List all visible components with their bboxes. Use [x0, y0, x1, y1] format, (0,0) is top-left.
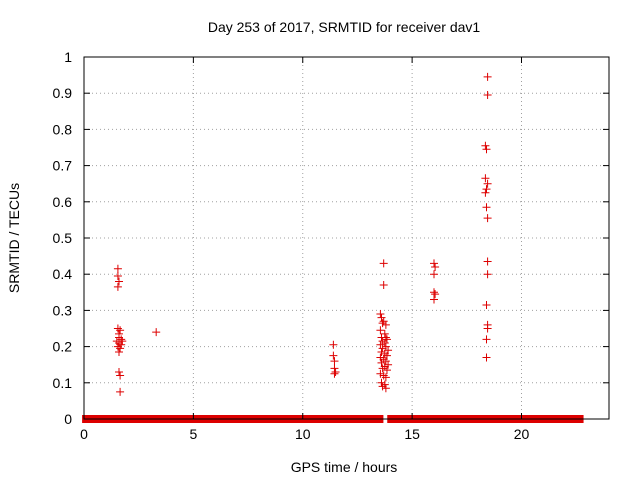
data-point: [431, 262, 440, 271]
data-point: [430, 295, 438, 304]
y-axis-label: SRMTID / TECUs: [6, 183, 22, 293]
data-point: [377, 348, 386, 357]
data-point: [118, 337, 127, 346]
data-point: [483, 214, 492, 223]
data-point: [376, 326, 385, 335]
y-tick-label: 0.4: [53, 266, 73, 282]
data-point: [378, 364, 387, 373]
x-tick-label: 5: [189, 426, 197, 442]
data-point: [377, 358, 386, 367]
plot-frame: [83, 56, 610, 420]
data-point: [380, 329, 389, 338]
x-tick-label: 15: [404, 426, 420, 442]
data-point: [115, 367, 123, 376]
data-point: [430, 259, 438, 268]
grid-lines: [84, 57, 609, 419]
x-tick-label: 10: [295, 426, 311, 442]
x-tick-labels: 0 5 10 15 20: [80, 426, 529, 442]
data-point: [481, 141, 490, 150]
data-point: [483, 324, 492, 333]
data-point: [113, 264, 122, 273]
data-point: [483, 179, 492, 188]
data-point: [382, 335, 391, 344]
y-tick-label: 0.3: [53, 302, 73, 318]
data-point: [113, 282, 122, 291]
data-point: [483, 257, 492, 266]
data-point: [430, 270, 438, 279]
data-point: [482, 353, 491, 362]
data-point: [378, 319, 387, 328]
data-point: [113, 272, 122, 281]
y-tick-label: 0.1: [53, 375, 73, 391]
x-tick-label: 20: [514, 426, 530, 442]
data-point: [377, 378, 386, 387]
data-point: [381, 373, 390, 382]
x-tick-label: 0: [80, 426, 88, 442]
data-points: [112, 72, 492, 396]
y-tick-label: 0.5: [53, 230, 73, 246]
data-point: [376, 369, 385, 378]
y-tick-label: 0.6: [53, 194, 73, 210]
y-tick-label: 0.7: [53, 158, 73, 174]
y-tick-labels: 0 0.1 0.2 0.3 0.4 0.5 0.6 0.7 0.8 0.9 1: [53, 49, 73, 427]
data-point: [115, 348, 123, 357]
data-point: [116, 326, 125, 335]
data-point: [483, 72, 492, 81]
data-point: [115, 277, 123, 286]
data-point: [379, 317, 388, 326]
data-point: [382, 366, 391, 375]
data-point: [381, 357, 390, 366]
data-point: [376, 353, 385, 362]
data-point: [117, 340, 126, 349]
data-point: [381, 384, 390, 393]
y-tick-label: 0.8: [53, 121, 73, 137]
data-point: [378, 382, 387, 391]
y-tick-label: 0: [64, 411, 72, 427]
data-point: [482, 300, 491, 309]
data-point: [482, 145, 491, 154]
chart-title: Day 253 of 2017, SRMTID for receiver dav…: [208, 19, 481, 35]
x-axis-label: GPS time / hours: [291, 459, 398, 475]
data-point: [377, 313, 386, 322]
axis-ticks: [83, 56, 609, 420]
data-point: [381, 320, 390, 329]
data-point: [116, 344, 125, 353]
data-point: [481, 188, 490, 197]
data-point: [330, 369, 339, 378]
y-tick-label: 1: [64, 49, 72, 65]
data-point: [378, 344, 387, 353]
data-point: [331, 367, 340, 376]
data-point: [379, 259, 388, 268]
y-tick-label: 0.2: [53, 339, 73, 355]
data-point: [152, 328, 161, 337]
data-point: [376, 310, 385, 319]
data-point: [430, 288, 438, 297]
data-point: [116, 371, 125, 380]
data-point: [482, 185, 491, 194]
data-point: [329, 340, 338, 349]
data-point: [481, 174, 490, 183]
data-point: [381, 333, 390, 342]
data-point: [384, 346, 393, 355]
data-point: [379, 281, 388, 290]
data-point: [113, 324, 122, 333]
data-point: [384, 360, 393, 369]
data-point: [116, 387, 125, 396]
data-point: [382, 351, 391, 360]
data-point: [482, 335, 491, 344]
data-point: [431, 290, 440, 299]
data-point: [329, 351, 338, 360]
data-point: [483, 270, 492, 279]
data-point: [483, 91, 492, 100]
data-point: [376, 340, 385, 349]
data-point: [380, 338, 389, 347]
data-point: [482, 203, 491, 212]
data-point: [330, 357, 339, 366]
y-tick-label: 0.9: [53, 85, 73, 101]
